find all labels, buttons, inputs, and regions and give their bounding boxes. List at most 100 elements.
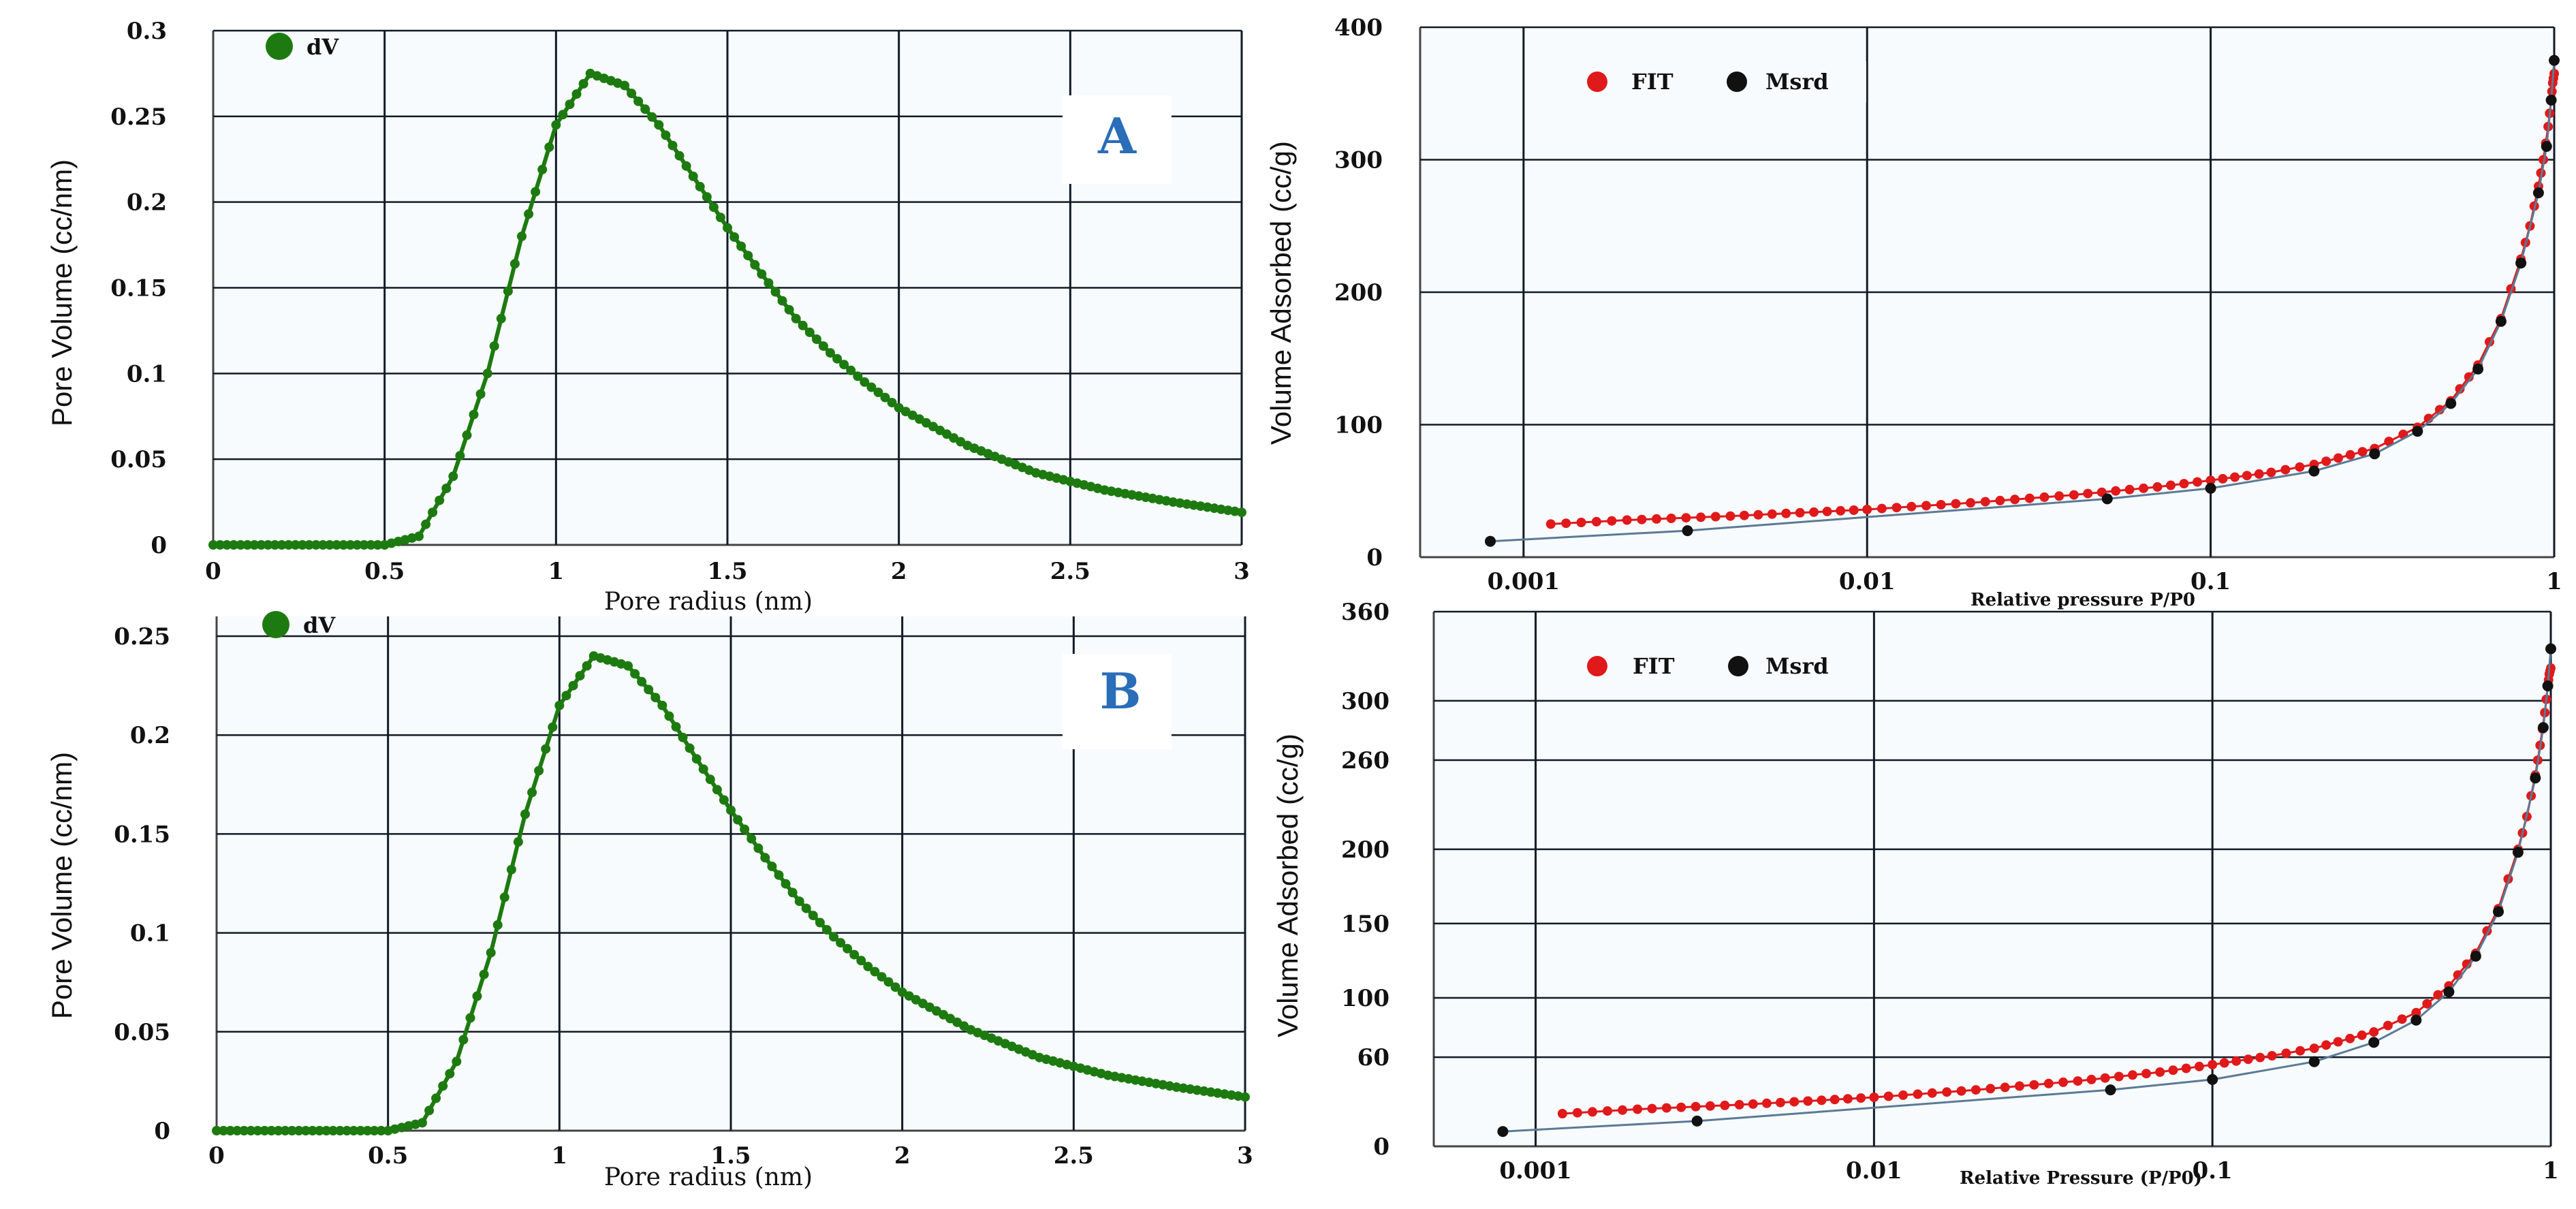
data-point-dv bbox=[325, 540, 335, 550]
data-point-dv bbox=[832, 354, 843, 364]
data-point-dv bbox=[633, 96, 644, 106]
data-point-fit bbox=[2230, 472, 2240, 482]
data-point-fit bbox=[1927, 1088, 1937, 1098]
chart-a-legend-label: dV bbox=[307, 34, 339, 60]
data-point-dv bbox=[517, 232, 527, 241]
data-point-dv bbox=[534, 766, 544, 776]
data-point-fit bbox=[2231, 1056, 2242, 1066]
data-point-dv bbox=[637, 676, 647, 687]
data-point-dv bbox=[568, 680, 578, 691]
data-point-fit bbox=[2422, 999, 2432, 1009]
data-point-dv bbox=[418, 1118, 427, 1128]
y-tick-label: 400 bbox=[1334, 14, 1383, 42]
data-point-fit bbox=[1822, 506, 1832, 516]
data-point-dv bbox=[332, 540, 342, 550]
data-point-dv bbox=[821, 925, 832, 935]
data-point-dv bbox=[219, 1126, 229, 1135]
data-point-dv bbox=[431, 1093, 441, 1103]
x-tick-label: 0 bbox=[208, 1142, 225, 1169]
data-point-dv bbox=[685, 743, 695, 753]
data-point-dv bbox=[242, 540, 253, 550]
chart-b-label-box bbox=[1063, 654, 1172, 749]
data-point-dv bbox=[880, 392, 890, 403]
data-point-msrd bbox=[2537, 722, 2549, 734]
chart-b-ylabel: Pore Volume (cc/nm) bbox=[46, 752, 78, 1019]
data-point-fit bbox=[2024, 493, 2035, 503]
data-point-dv bbox=[554, 700, 565, 710]
data-point-fit bbox=[2205, 475, 2216, 486]
data-point-dv bbox=[277, 540, 287, 550]
x-tick-label: 0.5 bbox=[368, 1142, 408, 1169]
data-point-dv bbox=[232, 1126, 242, 1135]
data-point-dv bbox=[770, 287, 781, 297]
chart-a-tick-labels: 0 0.5 1 1.5 2 2.5 3 0 0.05 0.1 0.15 0.2 0.25 0.3 bbox=[110, 18, 1250, 585]
data-point-dv bbox=[787, 888, 798, 898]
data-point-fit bbox=[1761, 1098, 1772, 1108]
data-point-dv bbox=[695, 182, 705, 191]
data-point-dv bbox=[321, 1126, 332, 1135]
data-point-dv bbox=[290, 540, 300, 550]
data-point-fit bbox=[1637, 514, 1647, 524]
data-point-dv bbox=[339, 540, 349, 550]
chart-a-isotherm-legend-msrd-marker bbox=[1727, 72, 1747, 92]
data-point-dv bbox=[747, 834, 757, 844]
x-tick-label: 2 bbox=[894, 1142, 911, 1169]
x-tick-label: 1 bbox=[548, 558, 564, 585]
data-point-fit bbox=[2124, 484, 2135, 494]
y-tick-label: 0.25 bbox=[110, 104, 167, 131]
data-point-dv bbox=[352, 540, 362, 550]
data-point-dv bbox=[541, 744, 551, 754]
data-point-dv bbox=[640, 104, 650, 114]
data-point-fit bbox=[2384, 437, 2394, 447]
data-point-fit bbox=[1647, 1103, 1657, 1114]
chart-a-isotherm: 0.001 0.01 0.1 1 0 100 200 300 400 FIT Msrd Rela… bbox=[1265, 14, 2562, 610]
data-point-dv bbox=[270, 540, 280, 550]
chart-a-label-box bbox=[1063, 95, 1172, 184]
x-tick-label: 0.5 bbox=[364, 558, 405, 585]
data-point-fit bbox=[1588, 1107, 1597, 1117]
data-point-dv bbox=[753, 843, 764, 853]
y-tick-label: 200 bbox=[1334, 279, 1383, 307]
data-point-fit bbox=[1942, 1087, 1952, 1097]
data-point-fit bbox=[2243, 1054, 2253, 1065]
x-tick-label: 0 bbox=[205, 558, 221, 585]
chart-b-isotherm: 0.001 0.01 0.1 1 0 60 100 150 200 260 300 360 FIT M… bbox=[1272, 599, 2559, 1189]
data-point-msrd bbox=[2205, 482, 2216, 494]
data-point-fit bbox=[2218, 473, 2228, 484]
data-point-dv bbox=[492, 920, 503, 930]
data-point-dv bbox=[294, 1126, 304, 1135]
data-point-fit bbox=[2029, 1080, 2039, 1090]
data-point-fit bbox=[2411, 1007, 2421, 1018]
y-tick-label: 0.05 bbox=[114, 1019, 170, 1046]
data-point-dv bbox=[836, 938, 846, 948]
x-tick-label: 1 bbox=[2543, 1157, 2559, 1184]
data-point-fit bbox=[2100, 1073, 2110, 1083]
data-point-fit bbox=[2255, 1052, 2265, 1063]
data-point-dv bbox=[297, 540, 307, 550]
data-point-dv bbox=[811, 334, 821, 344]
data-point-fit bbox=[1891, 503, 1902, 513]
data-point-dv bbox=[506, 864, 516, 875]
data-point-dv bbox=[664, 711, 674, 721]
data-point-fit bbox=[2000, 1082, 2010, 1093]
chart-b-isotherm-legend-fit-label: FIT bbox=[1633, 653, 1675, 679]
data-point-dv bbox=[853, 371, 863, 381]
data-point-dv bbox=[846, 365, 856, 375]
x-tick-label: 0.1 bbox=[2190, 568, 2231, 595]
data-point-fit bbox=[1985, 1084, 1996, 1094]
data-point-dv bbox=[760, 853, 770, 863]
data-point-fit bbox=[1652, 514, 1662, 524]
data-point-dv bbox=[829, 932, 838, 942]
chart-b-series bbox=[212, 651, 1250, 1135]
data-point-dv bbox=[798, 320, 808, 330]
data-point-dv bbox=[826, 348, 835, 358]
data-point-fit bbox=[2242, 471, 2252, 481]
data-point-fit bbox=[2054, 491, 2064, 501]
data-point-fit bbox=[2321, 456, 2331, 467]
data-point-dv bbox=[256, 540, 266, 550]
data-point-dv bbox=[373, 540, 383, 550]
data-point-dv bbox=[743, 251, 753, 261]
y-tick-label: 360 bbox=[1341, 599, 1389, 626]
data-point-dv bbox=[215, 540, 225, 550]
chart-b-isotherm-legend: FIT Msrd bbox=[1567, 644, 1866, 685]
